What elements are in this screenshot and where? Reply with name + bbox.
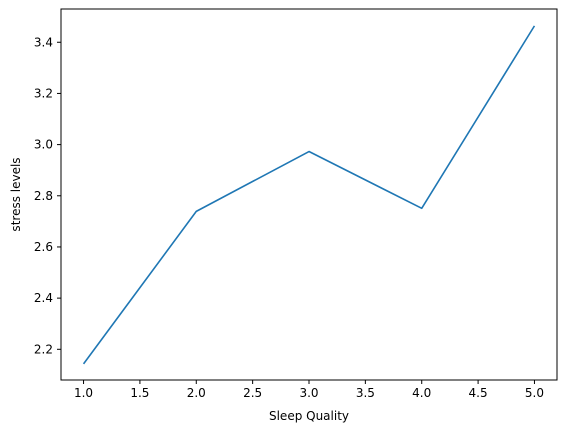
x-tick-label: 4.5 <box>469 386 488 400</box>
plot-frame <box>60 8 558 381</box>
plot-area <box>60 8 558 381</box>
y-tick-label: 2.8 <box>34 189 53 203</box>
y-tick-label: 2.6 <box>34 240 53 254</box>
x-tick-label: 5.0 <box>525 386 544 400</box>
x-tick-label: 1.0 <box>74 386 93 400</box>
series-line <box>82 25 536 365</box>
x-axis-label: Sleep Quality <box>269 409 349 423</box>
y-axis-ticks: 2.2 2.4 2.6 2.8 3.0 3.2 3.4 <box>34 35 61 356</box>
y-tick-label: 2.2 <box>34 342 53 356</box>
y-tick-label: 2.4 <box>34 291 53 305</box>
y-tick-label: 3.2 <box>34 86 53 100</box>
x-tick-label: 3.5 <box>356 386 375 400</box>
y-tick-label: 3.4 <box>34 35 53 49</box>
y-axis-label: stress levels <box>9 157 23 231</box>
x-tick-label: 2.5 <box>243 386 262 400</box>
series-layer <box>82 25 536 365</box>
x-tick-label: 1.5 <box>130 386 149 400</box>
x-tick-label: 4.0 <box>412 386 431 400</box>
x-tick-label: 3.0 <box>299 386 318 400</box>
x-tick-label: 2.0 <box>187 386 206 400</box>
x-axis-ticks: 1.0 1.5 2.0 2.5 3.0 3.5 4.0 4.5 5.0 <box>74 380 544 400</box>
y-tick-label: 3.0 <box>34 138 53 152</box>
